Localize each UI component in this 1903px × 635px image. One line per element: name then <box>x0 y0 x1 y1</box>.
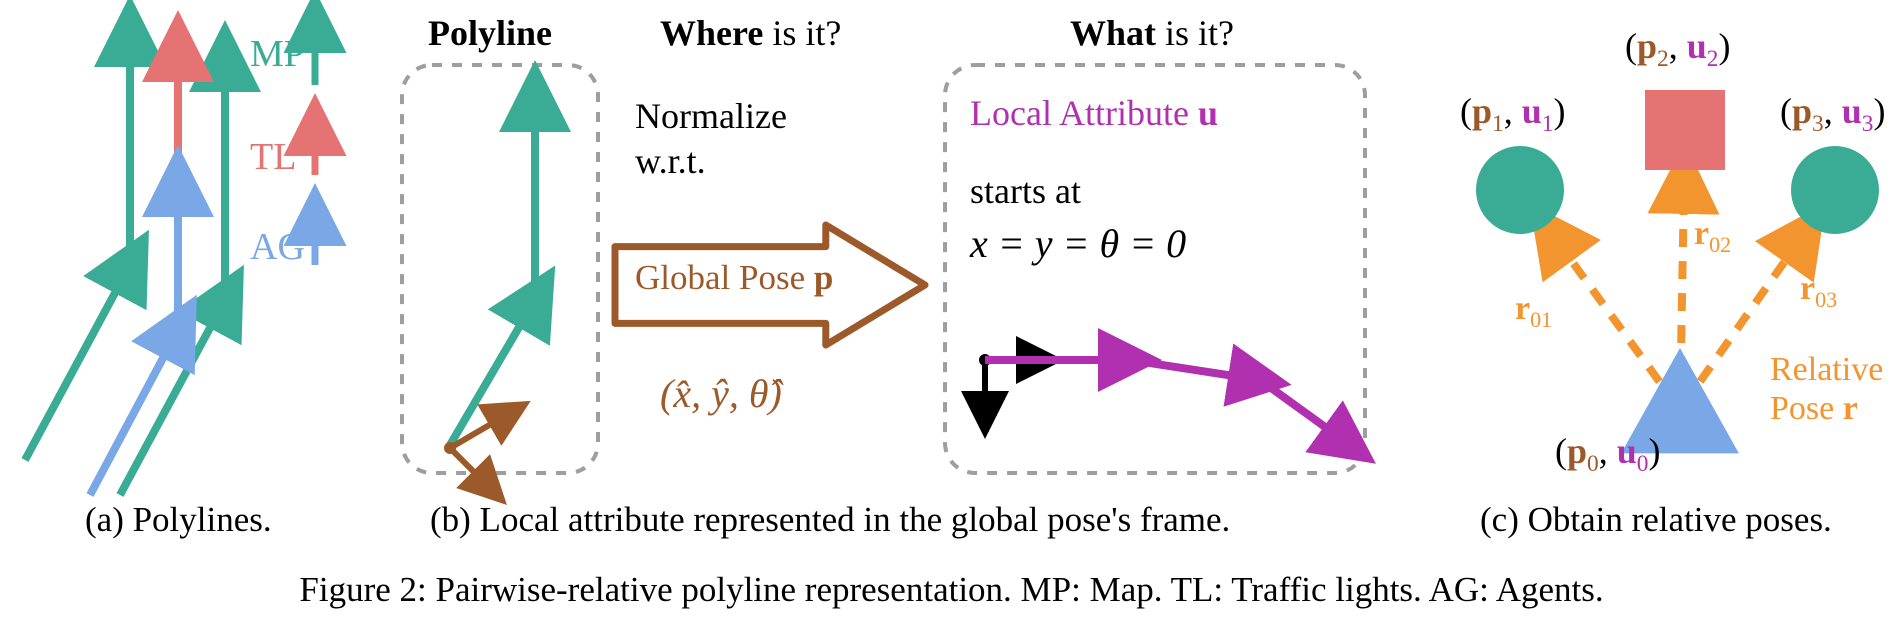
relative-pose-label: Relative Pose r <box>1770 350 1883 428</box>
header-polyline: Polyline <box>428 12 552 54</box>
wrt-label: w.r.t. <box>635 140 706 182</box>
header-what-bold: What <box>1070 13 1156 53</box>
edge-label-03: r03 <box>1800 270 1837 313</box>
node-label-n1: (p1, u1) <box>1460 90 1565 138</box>
normalize-label: Normalize <box>635 95 787 137</box>
panel-b-graphics <box>402 65 1365 488</box>
header-what-suffix: is it? <box>1156 13 1234 53</box>
edge-label-02: r02 <box>1694 215 1731 258</box>
subcaption-a: (a) Polylines. <box>85 500 272 540</box>
figure-2: MP TL AG Polyline Where is it? What is i… <box>0 0 1903 635</box>
header-where-bold: Where <box>660 13 763 53</box>
header-where-suffix: is it? <box>763 13 841 53</box>
legend-ag: AG <box>250 225 305 269</box>
relative-line1: Relative <box>1770 350 1883 389</box>
global-pose-text: Global Pose <box>635 258 814 297</box>
xyhat-label: (x̂, ŷ, θ̂) <box>660 370 782 417</box>
subcaption-c: (c) Obtain relative poses. <box>1480 500 1832 540</box>
node-label-n3: (p3, u3) <box>1780 90 1885 138</box>
legend-mp: MP <box>250 32 305 76</box>
eqn-label: x = y = θ = 0 <box>970 220 1186 267</box>
edge-label-01: r01 <box>1515 290 1552 333</box>
global-pose-label: Global Pose p <box>635 258 833 298</box>
global-pose-var: p <box>814 258 833 297</box>
header-what: What is it? <box>1070 12 1234 54</box>
node-label-n2: (p2, u2) <box>1625 25 1730 73</box>
figure-caption: Figure 2: Pairwise-relative polyline rep… <box>0 570 1903 610</box>
local-attr-var: u <box>1198 93 1218 133</box>
local-attr-text: Local Attribute <box>970 93 1198 133</box>
relative-var: r <box>1843 390 1858 427</box>
local-attr-label: Local Attribute u <box>970 92 1218 134</box>
relative-line2: Pose r <box>1770 389 1883 428</box>
starts-at-label: starts at <box>970 170 1081 212</box>
node-label-n0: (p0, u0) <box>1555 430 1660 478</box>
subcaption-b: (b) Local attribute represented in the g… <box>430 500 1230 540</box>
header-where: Where is it? <box>660 12 841 54</box>
legend-tl: TL <box>250 135 296 179</box>
